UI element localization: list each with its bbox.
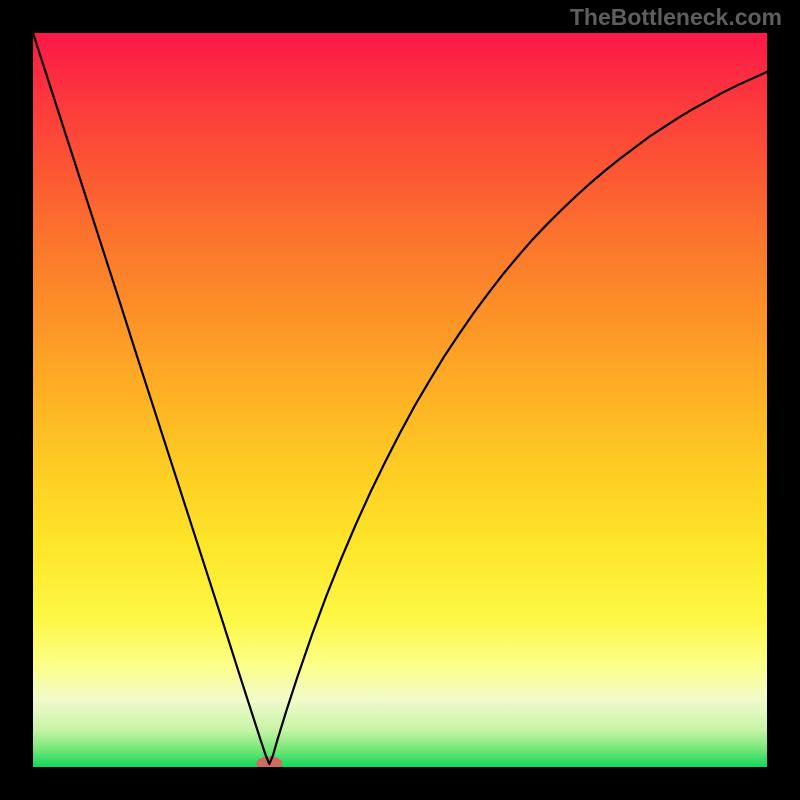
watermark-text: TheBottleneck.com xyxy=(570,4,782,31)
chart-background xyxy=(33,33,767,767)
bottleneck-chart xyxy=(33,33,767,767)
chart-frame: TheBottleneck.com xyxy=(0,0,800,800)
